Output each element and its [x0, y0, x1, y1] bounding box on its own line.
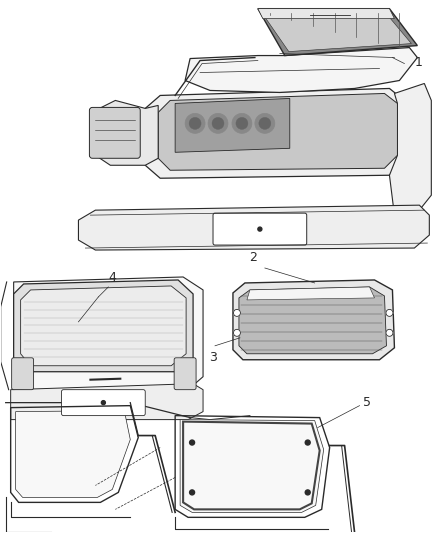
Circle shape [255, 114, 275, 133]
FancyBboxPatch shape [174, 358, 196, 390]
Circle shape [258, 227, 262, 231]
Text: 2: 2 [249, 251, 257, 264]
FancyBboxPatch shape [90, 108, 140, 158]
Polygon shape [14, 277, 203, 390]
Polygon shape [247, 287, 375, 300]
FancyBboxPatch shape [62, 390, 145, 416]
Polygon shape [90, 100, 158, 165]
Polygon shape [175, 99, 290, 152]
Circle shape [386, 329, 393, 336]
Polygon shape [10, 384, 203, 419]
Circle shape [190, 490, 194, 495]
FancyBboxPatch shape [12, 358, 34, 390]
Circle shape [386, 309, 393, 317]
Circle shape [233, 329, 240, 336]
Polygon shape [21, 286, 186, 366]
Polygon shape [14, 280, 193, 372]
Circle shape [305, 490, 310, 495]
Circle shape [232, 114, 252, 133]
Circle shape [101, 401, 105, 405]
Polygon shape [239, 287, 386, 354]
Polygon shape [258, 9, 417, 55]
Circle shape [212, 117, 224, 130]
Polygon shape [16, 410, 130, 497]
FancyBboxPatch shape [213, 213, 307, 245]
Circle shape [190, 440, 194, 445]
Circle shape [208, 114, 228, 133]
Circle shape [189, 117, 201, 130]
Circle shape [185, 114, 205, 133]
Polygon shape [79, 205, 429, 250]
Polygon shape [262, 13, 411, 52]
Polygon shape [145, 88, 404, 178]
Polygon shape [389, 84, 431, 215]
Text: 1: 1 [414, 56, 422, 69]
Polygon shape [233, 280, 395, 360]
Circle shape [305, 440, 310, 445]
Polygon shape [258, 9, 395, 19]
Text: 4: 4 [108, 271, 116, 284]
Polygon shape [158, 93, 397, 170]
Polygon shape [180, 419, 324, 512]
Text: 5: 5 [363, 396, 371, 409]
Text: 3: 3 [209, 351, 217, 364]
Circle shape [233, 309, 240, 317]
Circle shape [236, 117, 248, 130]
Polygon shape [185, 47, 417, 92]
Circle shape [259, 117, 271, 130]
